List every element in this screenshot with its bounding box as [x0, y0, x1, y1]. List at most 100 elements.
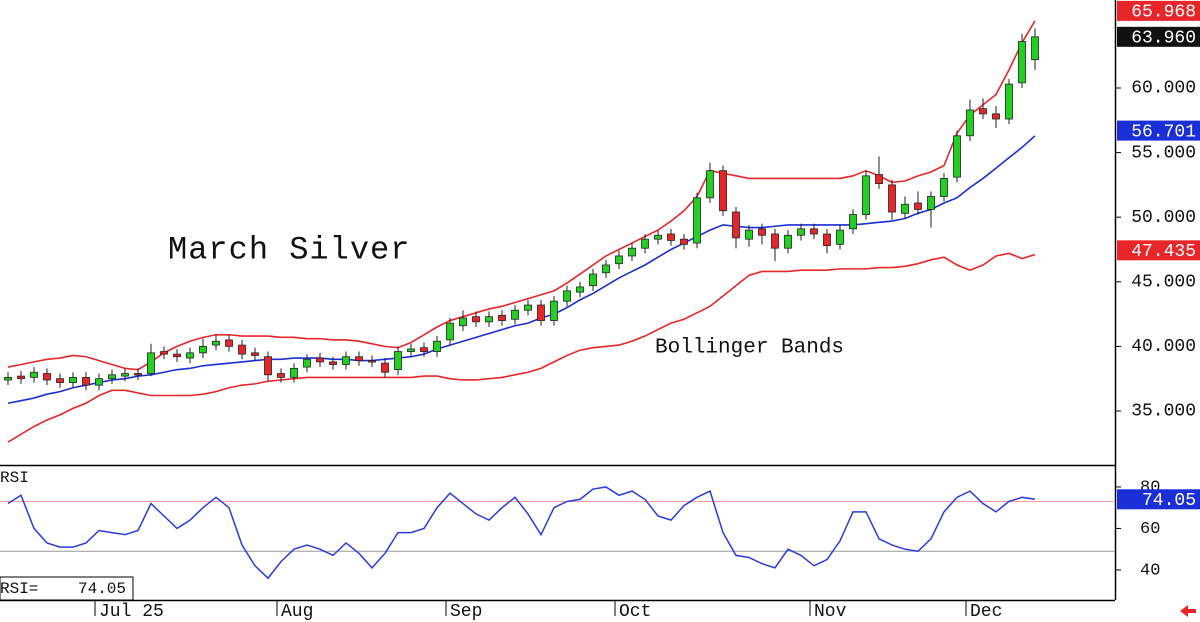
candle-body — [368, 360, 376, 363]
candle-body — [784, 234, 792, 249]
price-tag-label: 63.960 — [1131, 29, 1196, 49]
candle-body — [862, 175, 870, 216]
price-tag — [1117, 26, 1200, 47]
price-tag-label: 47.435 — [1131, 242, 1196, 262]
rsi-title: RSI — [0, 469, 29, 487]
candle-body — [667, 233, 675, 241]
candle-body — [563, 290, 571, 302]
price-tag — [1117, 0, 1200, 21]
x-tick-label: Oct — [619, 602, 651, 622]
candle-body — [485, 316, 493, 323]
candle-body — [134, 373, 142, 376]
candle-body — [550, 300, 558, 321]
y-tick-label: 35.000 — [1131, 402, 1196, 422]
candle-body — [901, 203, 909, 214]
candle-body — [69, 377, 77, 383]
candle-body — [459, 317, 467, 327]
candle-body — [108, 374, 116, 380]
rsi-readout-box — [0, 576, 134, 601]
candle-body — [576, 286, 584, 293]
candle-body — [498, 314, 506, 321]
candle-body — [355, 356, 363, 362]
candle-body — [30, 371, 38, 378]
price-tag — [1117, 240, 1200, 261]
y-tick-label: 60.000 — [1131, 79, 1196, 99]
candle-body — [303, 358, 311, 368]
candle-body — [511, 309, 519, 320]
y-tick-label: 45.000 — [1131, 273, 1196, 293]
candle-body — [914, 202, 922, 210]
chart-title: March Silver — [168, 231, 410, 268]
candle-body — [823, 233, 831, 247]
candle-body — [693, 197, 701, 244]
candle-body — [186, 352, 194, 359]
rsi-tag-label: 74.05 — [1142, 491, 1196, 511]
candle-body — [940, 178, 948, 197]
x-tick-label: Sep — [450, 602, 482, 622]
x-tick-label: Nov — [814, 602, 847, 622]
candle-body — [771, 233, 779, 249]
rsi-readout-value: 74.05 — [78, 580, 126, 598]
candle-body — [394, 351, 402, 371]
candle-body — [680, 238, 688, 245]
candle-body — [17, 375, 25, 380]
y-tick-label: 40 — [1140, 561, 1160, 580]
candle-body — [212, 340, 220, 346]
candle-body — [706, 170, 714, 199]
x-tick-label: Dec — [970, 602, 1002, 622]
price-tag-label: 56.701 — [1131, 122, 1196, 142]
annotation: Bollinger Bands — [655, 337, 844, 360]
candle-body — [966, 109, 974, 137]
candle-body — [225, 339, 233, 347]
candle-body — [953, 135, 961, 178]
candle-body — [147, 352, 155, 374]
rsi-line — [7, 486, 1036, 580]
candle-body — [173, 353, 181, 358]
candle-body — [342, 356, 350, 365]
candle-body — [446, 322, 454, 341]
candle-body — [732, 211, 740, 239]
candle-body — [1031, 36, 1039, 60]
scroll-arrow[interactable] — [1180, 605, 1196, 617]
candle-body — [797, 228, 805, 236]
candle-body — [43, 373, 51, 381]
candle-body — [472, 316, 480, 323]
candle-body — [615, 255, 623, 265]
candle-body — [849, 214, 857, 230]
candle-body — [992, 113, 1000, 120]
candle-body — [433, 340, 441, 352]
candle-body — [758, 228, 766, 236]
candle-body — [719, 170, 727, 212]
candle-body — [927, 196, 935, 210]
candle-body — [277, 373, 285, 378]
y-tick-label: 55.000 — [1131, 143, 1196, 163]
candle-body — [199, 345, 207, 354]
candle-body — [524, 304, 532, 311]
candle-body — [979, 108, 987, 115]
candle-body — [628, 247, 636, 257]
candle-body — [407, 348, 415, 352]
candle-body — [316, 357, 324, 363]
y-tick-label: 50.000 — [1131, 208, 1196, 228]
candle-body — [888, 184, 896, 213]
candle-body — [810, 228, 818, 235]
candle-body — [56, 378, 64, 383]
candle-body — [95, 378, 103, 386]
candle-body — [251, 352, 259, 356]
candle-body — [589, 273, 597, 287]
bollinger-band — [7, 252, 1036, 443]
candle-body — [290, 367, 298, 378]
candle-body — [121, 373, 129, 377]
bollinger-band — [7, 20, 1036, 371]
y-tick-label: 40.000 — [1131, 337, 1196, 357]
candle-body — [160, 351, 168, 355]
y-tick-label: 60 — [1140, 520, 1160, 539]
candle-body — [238, 344, 246, 355]
candle-body — [1018, 41, 1026, 84]
candle-body — [1005, 83, 1013, 120]
candle-body — [875, 174, 883, 184]
candle-body — [420, 347, 428, 352]
candle-body — [537, 304, 545, 321]
